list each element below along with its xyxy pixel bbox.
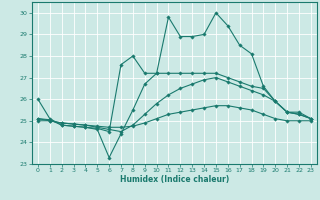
- X-axis label: Humidex (Indice chaleur): Humidex (Indice chaleur): [120, 175, 229, 184]
